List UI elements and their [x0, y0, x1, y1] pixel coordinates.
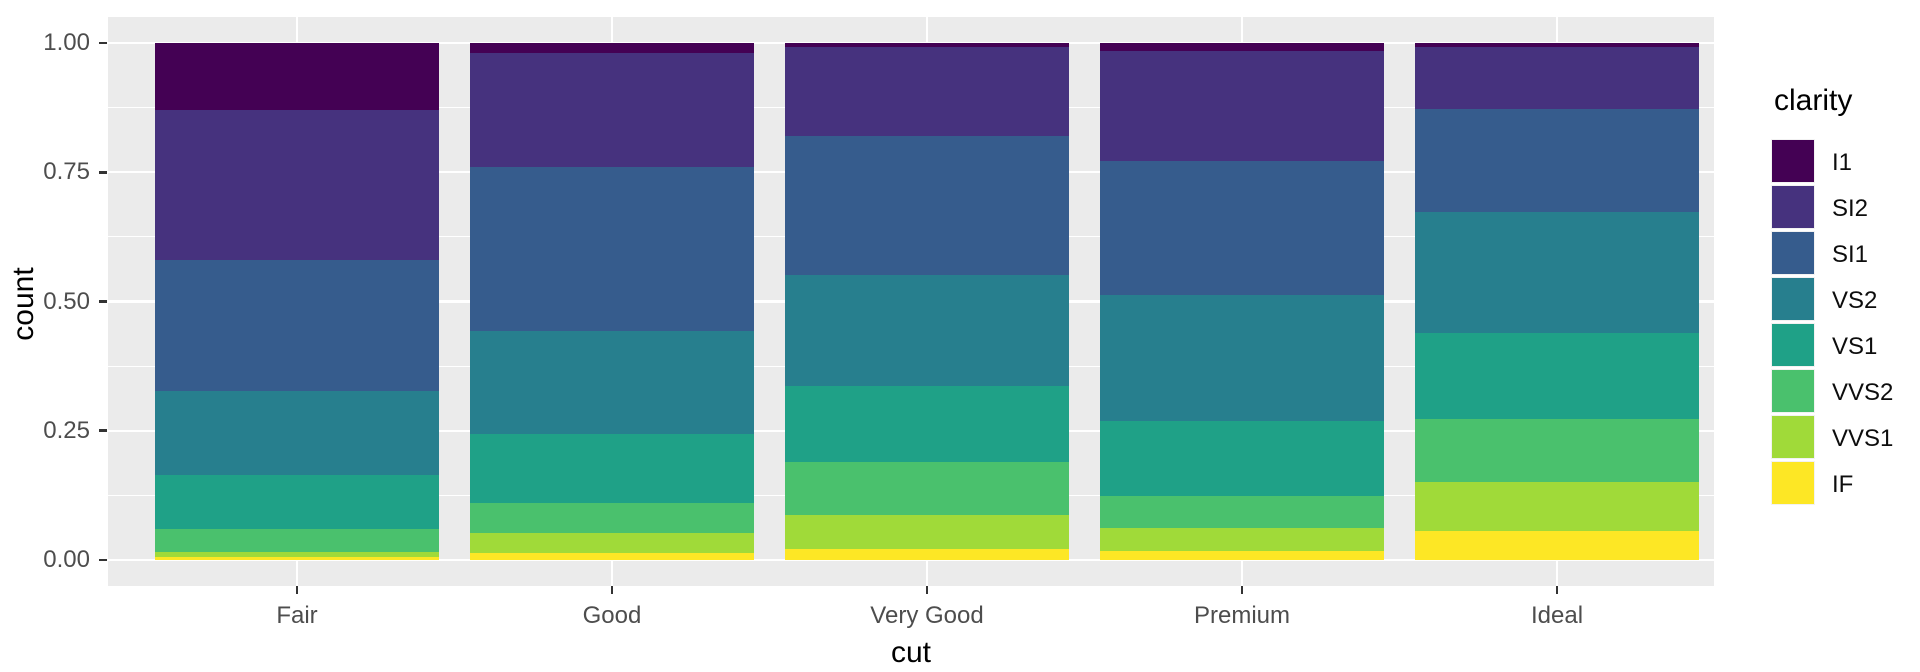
bar-segment-i1: [1100, 43, 1384, 51]
legend-entry-i1: I1: [1772, 140, 1920, 186]
x-tick-label-very-good: Very Good: [870, 602, 984, 629]
bar-segment-si1: [1415, 108, 1699, 212]
y-tick-mark: [99, 41, 107, 45]
bar-segment-if: [155, 557, 439, 560]
y-tick-label: 0.00: [43, 546, 90, 573]
bar-segment-i1: [155, 43, 439, 111]
x-tick-mark: [1240, 586, 1244, 594]
bar-segment-vvs1: [1100, 528, 1384, 552]
bar-segment-vvs2: [1100, 495, 1384, 529]
y-tick-label: 0.75: [43, 158, 90, 186]
y-tick-mark: [99, 558, 107, 562]
bar-segment-vs2: [155, 391, 439, 475]
legend-entry-vvs2: VVS2: [1772, 370, 1920, 416]
legend-entry-si2: SI2: [1772, 186, 1920, 232]
legend-entry-if: IF: [1772, 462, 1920, 508]
bar-segment-si2: [1100, 50, 1384, 162]
bar-segment-si1: [470, 167, 754, 332]
legend-title: clarity: [1774, 84, 1853, 117]
bar-good: [470, 43, 754, 560]
bar-segment-if: [470, 552, 754, 560]
bar-segment-vvs2: [785, 461, 1069, 515]
legend-label: VS2: [1832, 287, 1878, 314]
bar-segment-vs2: [470, 331, 754, 435]
legend-key-swatch: [1772, 370, 1814, 412]
y-tick-mark: [99, 300, 107, 303]
bar-segment-vvs2: [1415, 419, 1699, 482]
bar-segment-i1: [470, 43, 754, 54]
legend-key-swatch: [1772, 324, 1814, 366]
bar-segment-vs2: [785, 275, 1069, 386]
bar-segment-si2: [1415, 46, 1699, 109]
bar-segment-si1: [785, 136, 1069, 276]
legend-key-swatch: [1772, 462, 1814, 504]
x-tick-label-premium: Premium: [1193, 602, 1291, 629]
legend-key-swatch: [1772, 186, 1814, 228]
plot-panel: [108, 17, 1714, 586]
bar-segment-if: [1100, 551, 1384, 560]
bar-segment-si1: [1100, 161, 1384, 296]
bar-segment-if: [785, 548, 1069, 560]
x-tick-mark: [610, 586, 614, 594]
bar-segment-vvs2: [155, 529, 439, 552]
major-gridline: [108, 558, 1714, 562]
bar-premium: [1100, 43, 1384, 560]
bar-segment-vs1: [470, 434, 754, 503]
bar-very-good: [785, 43, 1069, 560]
legend: clarity I1 SI2 SI1 VS2 VS1 VVS2 VVS1 IF: [1772, 84, 1920, 508]
y-tick-label: 0.25: [43, 416, 90, 444]
legend-entries: I1 SI2 SI1 VS2 VS1 VVS2 VVS1 IF: [1772, 140, 1920, 508]
bar-segment-vvs1: [155, 551, 439, 558]
legend-entry-vs1: VS1: [1772, 324, 1920, 370]
bar-segment-vs1: [785, 386, 1069, 462]
legend-label: VS1: [1832, 333, 1878, 360]
legend-label: VVS1: [1832, 425, 1894, 452]
bar-segment-si2: [785, 46, 1069, 137]
legend-key-swatch: [1772, 416, 1814, 458]
legend-entry-vvs1: VVS1: [1772, 416, 1920, 462]
bar-segment-if: [1415, 530, 1699, 560]
bar-ideal: [1415, 43, 1699, 560]
bar-segment-vvs2: [470, 502, 754, 533]
y-tick-mark: [99, 170, 107, 174]
bar-segment-vs2: [1100, 295, 1384, 422]
y-tick-label: 1.00: [43, 29, 90, 56]
bar-segment-vs1: [155, 474, 439, 530]
legend-key-swatch: [1772, 278, 1814, 320]
bar-segment-vvs1: [785, 514, 1069, 549]
legend-key-swatch: [1772, 140, 1814, 182]
bar-segment-vs1: [1100, 421, 1384, 496]
bar-fair: [155, 43, 439, 560]
x-tick-mark: [295, 586, 299, 594]
x-axis-title: cut: [890, 636, 932, 669]
bar-segment-si2: [155, 110, 439, 261]
legend-label: SI1: [1832, 241, 1869, 268]
bar-segment-si2: [470, 53, 754, 168]
y-tick-mark: [99, 429, 107, 433]
bar-segment-vvs1: [1415, 481, 1699, 531]
y-tick-label: 0.50: [43, 287, 90, 315]
x-tick-mark: [925, 586, 929, 594]
major-gridline: [108, 41, 1714, 45]
x-tick-label-ideal: Ideal: [1530, 602, 1584, 629]
bar-segment-vvs1: [470, 532, 754, 553]
bar-segment-si1: [155, 260, 439, 392]
x-tick-label-good: Good: [582, 602, 642, 629]
x-tick-mark: [1555, 586, 1559, 594]
x-tick-label-fair: Fair: [276, 602, 318, 629]
legend-label: IF: [1832, 471, 1854, 498]
legend-entry-si1: SI1: [1772, 232, 1920, 278]
bar-segment-vs1: [1415, 333, 1699, 420]
bar-segment-i1: [1415, 43, 1699, 47]
legend-entry-vs2: VS2: [1772, 278, 1920, 324]
legend-label: VVS2: [1832, 379, 1894, 406]
bar-segment-vs2: [1415, 211, 1699, 334]
legend-key-swatch: [1772, 232, 1814, 274]
legend-label: SI2: [1832, 195, 1869, 222]
legend-label: I1: [1832, 149, 1853, 176]
y-axis-title: count: [7, 267, 40, 341]
bar-segment-i1: [785, 43, 1069, 47]
